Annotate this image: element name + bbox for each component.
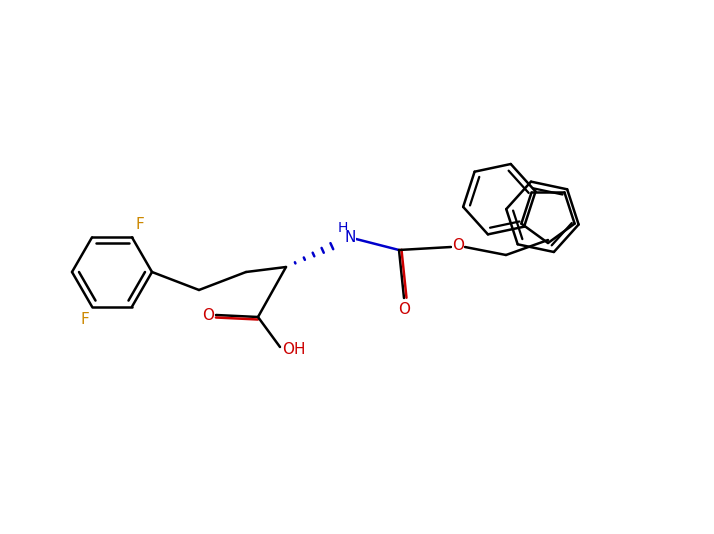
Text: O: O	[202, 308, 214, 323]
Text: N: N	[344, 230, 356, 245]
Text: OH: OH	[282, 342, 306, 357]
Text: F: F	[135, 217, 144, 232]
Text: H: H	[338, 221, 348, 235]
Text: F: F	[80, 312, 89, 327]
Text: O: O	[452, 238, 464, 253]
Text: O: O	[398, 302, 410, 318]
